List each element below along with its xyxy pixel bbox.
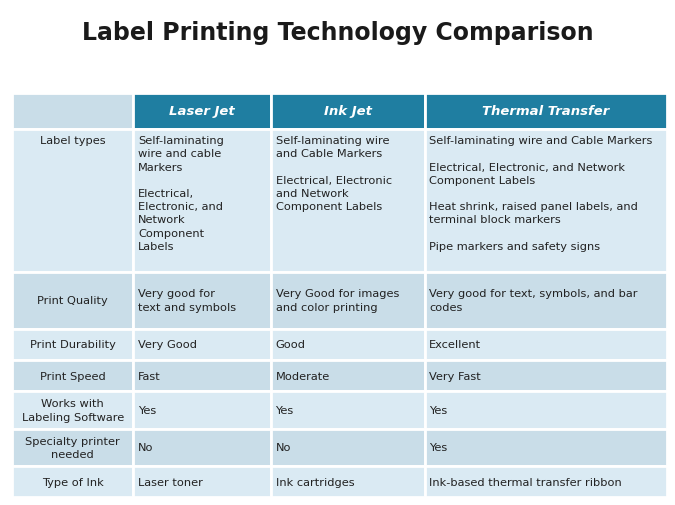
Bar (12, 272, 133, 329)
Text: Print Speed: Print Speed (40, 371, 105, 381)
Bar (12, 329, 133, 360)
Bar (425, 93, 667, 130)
Text: Yes: Yes (429, 442, 448, 452)
Bar (425, 466, 667, 497)
Text: Thermal Transfer: Thermal Transfer (482, 105, 610, 118)
Bar (271, 329, 425, 360)
Text: Laser Jet: Laser Jet (169, 105, 235, 118)
Bar (425, 272, 667, 329)
Text: Ink-based thermal transfer ribbon: Ink-based thermal transfer ribbon (429, 477, 622, 487)
Text: Fast: Fast (138, 371, 161, 381)
Text: Laser toner: Laser toner (138, 477, 203, 487)
Text: Self-laminating wire
and Cable Markers

Electrical, Electronic
and Network
Compo: Self-laminating wire and Cable Markers E… (275, 136, 392, 212)
Text: Very Fast: Very Fast (429, 371, 481, 381)
Bar (133, 429, 271, 466)
Text: Print Durability: Print Durability (30, 339, 115, 349)
Text: Yes: Yes (138, 405, 156, 415)
Bar (271, 130, 425, 272)
Text: No: No (275, 442, 291, 452)
Text: Print Quality: Print Quality (37, 295, 108, 306)
Text: Very Good: Very Good (138, 339, 197, 349)
Bar (133, 272, 271, 329)
Bar (425, 429, 667, 466)
Bar (12, 391, 133, 429)
Bar (133, 329, 271, 360)
Bar (425, 360, 667, 391)
Text: Very good for
text and symbols: Very good for text and symbols (138, 289, 236, 312)
Bar (271, 429, 425, 466)
Text: Moderate: Moderate (275, 371, 330, 381)
Text: Very Good for images
and color printing: Very Good for images and color printing (275, 289, 399, 312)
Bar (425, 130, 667, 272)
Bar (271, 360, 425, 391)
Bar (12, 130, 133, 272)
Bar (12, 360, 133, 391)
Text: Good: Good (275, 339, 306, 349)
Text: Label Printing Technology Comparison: Label Printing Technology Comparison (82, 21, 593, 45)
Bar (271, 466, 425, 497)
Text: Works with
Labeling Software: Works with Labeling Software (22, 398, 124, 422)
Text: Self-laminating wire and Cable Markers

Electrical, Electronic, and Network
Comp: Self-laminating wire and Cable Markers E… (429, 136, 653, 251)
Text: Yes: Yes (429, 405, 448, 415)
Text: Label types: Label types (40, 136, 105, 146)
Bar (425, 391, 667, 429)
Bar (12, 429, 133, 466)
Text: Excellent: Excellent (429, 339, 481, 349)
Bar (133, 466, 271, 497)
Bar (271, 93, 425, 130)
Bar (271, 272, 425, 329)
Bar (425, 329, 667, 360)
Bar (12, 93, 133, 130)
Bar (271, 391, 425, 429)
Bar (133, 391, 271, 429)
Text: Ink Jet: Ink Jet (324, 105, 372, 118)
Text: No: No (138, 442, 153, 452)
Text: Very good for text, symbols, and bar
codes: Very good for text, symbols, and bar cod… (429, 289, 638, 312)
Text: Yes: Yes (275, 405, 294, 415)
Text: Ink cartridges: Ink cartridges (275, 477, 354, 487)
Text: Type of Ink: Type of Ink (42, 477, 103, 487)
Text: Self-laminating
wire and cable
Markers

Electrical,
Electronic, and
Network
Comp: Self-laminating wire and cable Markers E… (138, 136, 224, 251)
Text: Specialty printer
needed: Specialty printer needed (26, 436, 120, 459)
Bar (133, 93, 271, 130)
Bar (12, 466, 133, 497)
Bar (133, 130, 271, 272)
Bar (133, 360, 271, 391)
